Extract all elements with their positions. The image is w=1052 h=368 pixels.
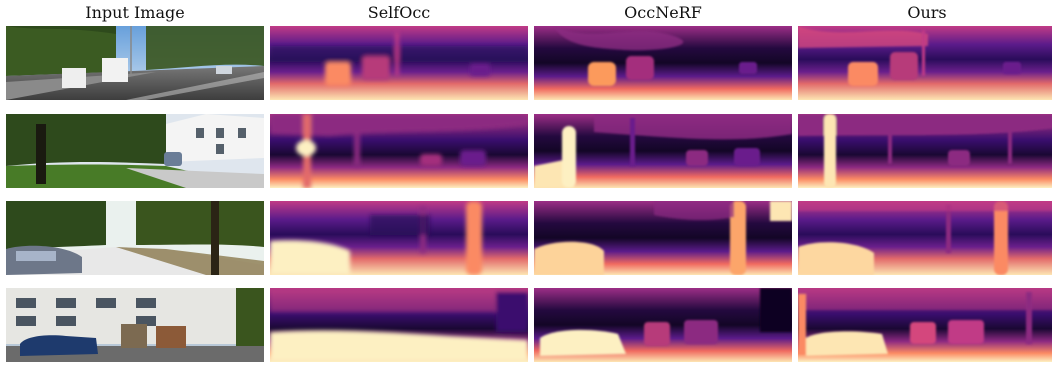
occnerf-depth-row-3 xyxy=(534,201,792,275)
header-ours: Ours xyxy=(907,3,947,22)
header-input-image: Input Image xyxy=(85,3,185,22)
selfocc-depth-row-4 xyxy=(270,288,528,362)
input-image-row-4 xyxy=(6,288,264,362)
ours-depth-row-3 xyxy=(798,201,1052,275)
occnerf-depth-row-1 xyxy=(534,26,792,100)
header-selfocc: SelfOcc xyxy=(367,3,431,22)
ours-depth-row-1 xyxy=(798,26,1052,100)
occnerf-depth-row-2 xyxy=(534,114,792,188)
input-image-row-3 xyxy=(6,201,264,275)
selfocc-depth-row-3 xyxy=(270,201,528,275)
ours-depth-row-4 xyxy=(798,288,1052,362)
occnerf-depth-row-4 xyxy=(534,288,792,362)
input-image-row-2 xyxy=(6,114,264,188)
selfocc-depth-row-2 xyxy=(270,114,528,188)
ours-depth-row-2 xyxy=(798,114,1052,188)
selfocc-depth-row-1 xyxy=(270,26,528,100)
input-image-row-1 xyxy=(6,26,264,100)
header-occnerf: OccNeRF xyxy=(624,3,702,22)
